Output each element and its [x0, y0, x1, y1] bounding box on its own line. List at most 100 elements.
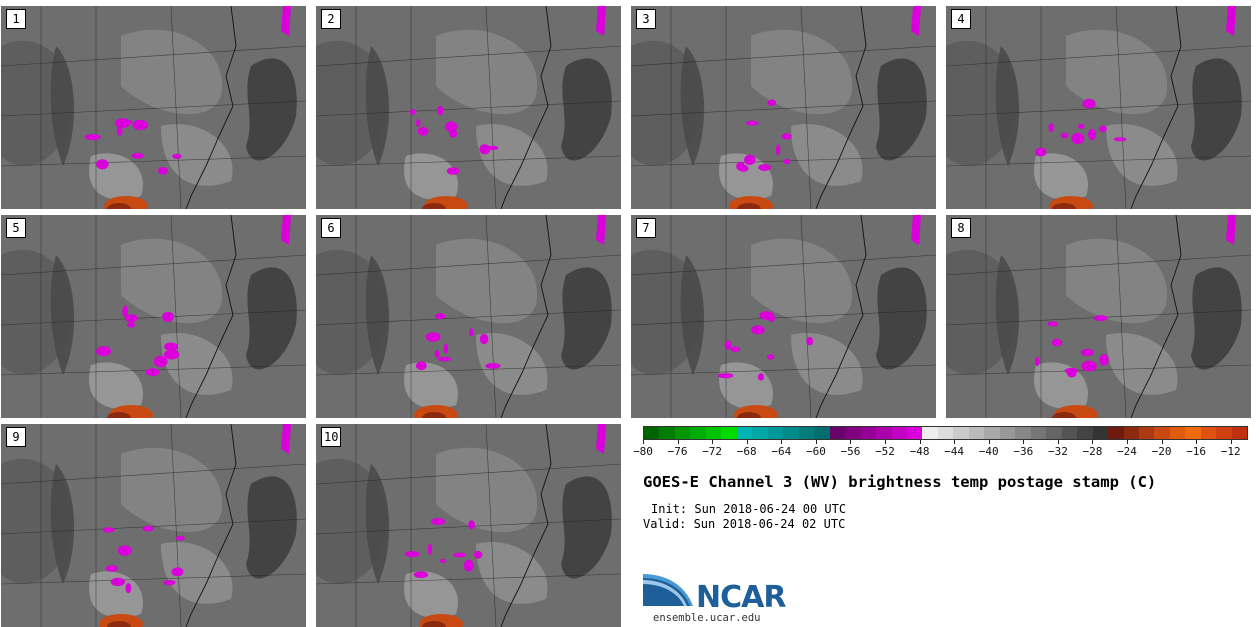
panel-number: 1 [6, 9, 26, 29]
wv-map [316, 6, 621, 209]
colorbar-swatch [721, 427, 737, 439]
colorbar-swatch [674, 427, 691, 439]
panel: 2 [316, 6, 621, 209]
colorbar-swatch [1185, 427, 1201, 439]
panel: 6 [316, 215, 621, 418]
panel: 7 [631, 215, 936, 418]
panel-number: 8 [951, 218, 971, 238]
wv-map [946, 215, 1251, 418]
panel-number: 6 [321, 218, 341, 238]
colorbar-swatch [1092, 427, 1109, 439]
colorbar-tick [643, 440, 644, 444]
colorbar-tick-label: −64 [771, 445, 792, 458]
wv-map [1, 6, 306, 209]
colorbar-swatch [876, 427, 892, 439]
wv-map [316, 215, 621, 418]
ncar-url: ensemble.ucar.edu [653, 612, 761, 624]
colorbar-tick [954, 440, 956, 444]
colorbar-swatch [891, 427, 907, 439]
colorbar-swatch [1015, 427, 1031, 439]
colorbar-tick [677, 440, 679, 444]
colorbar-swatch [690, 427, 706, 439]
panel-number: 3 [636, 9, 656, 29]
panel-number: 4 [951, 9, 971, 29]
panel: 5 [1, 215, 306, 418]
ncar-logo-text: NCAR [696, 580, 786, 615]
colorbar-swatch [937, 427, 954, 439]
ncar-logo-icon [643, 574, 693, 606]
colorbar-swatch [798, 427, 815, 439]
colorbar-swatch [1169, 427, 1186, 439]
wv-map [316, 424, 621, 627]
colorbar-tick [781, 440, 783, 444]
colorbar-swatch [659, 427, 675, 439]
colorbar-tick [988, 440, 990, 444]
colorbar-tick-label: −68 [736, 445, 757, 458]
colorbar-swatch [1231, 427, 1248, 439]
colorbar-swatch [984, 427, 1000, 439]
wv-map [631, 215, 936, 418]
colorbar-swatch [845, 427, 861, 439]
panel-number: 7 [636, 218, 656, 238]
colorbar-swatch [968, 427, 985, 439]
colorbar-swatch [860, 427, 877, 439]
panel: 1 [1, 6, 306, 209]
colorbar-tick [885, 440, 886, 444]
panel: 3 [631, 6, 936, 209]
colorbar-ticks: −80 −76 −72 −68 −64 −60 −56 −52 −48 −44 −40 −36 −32 −… [633, 440, 1248, 460]
colorbar-swatch [1200, 427, 1217, 439]
colorbar-tick [850, 440, 852, 444]
colorbar-tick-label: −20 [1151, 445, 1172, 458]
panel-number: 2 [321, 9, 341, 29]
colorbar-tick-label: −48 [909, 445, 930, 458]
colorbar-tick-label: −80 [633, 445, 653, 458]
valid-time: Valid: Sun 2018-06-24 02 UTC [643, 517, 846, 531]
colorbar-tick-label: −52 [875, 445, 895, 458]
colorbar-tick-label: −56 [840, 445, 861, 458]
wv-map [1, 424, 306, 627]
wv-map [631, 6, 936, 209]
colorbar-tick [1057, 440, 1059, 444]
wv-map [946, 6, 1251, 209]
colorbar-swatch [1123, 427, 1139, 439]
colorbar-tick [1230, 440, 1232, 444]
panel: 10 [316, 424, 621, 627]
colorbar-swatch [1030, 427, 1047, 439]
colorbar [643, 426, 1248, 440]
colorbar-tick-label: −60 [805, 445, 826, 458]
colorbar-tick-label: −32 [1047, 445, 1068, 458]
chart-title: GOES-E Channel 3 (WV) brightness temp po… [643, 473, 1157, 491]
colorbar-swatch [906, 427, 923, 439]
colorbar-swatch [1154, 427, 1170, 439]
colorbar-tick-label: −16 [1186, 445, 1207, 458]
colorbar-swatch [705, 427, 722, 439]
colorbar-tick-label: −36 [1013, 445, 1034, 458]
colorbar-swatch [752, 427, 768, 439]
colorbar-swatch [1061, 427, 1078, 439]
panel-number: 5 [6, 218, 26, 238]
colorbar-tick [1092, 440, 1094, 444]
colorbar-swatch [783, 427, 799, 439]
colorbar-swatch [736, 427, 753, 439]
colorbar-tick [1127, 440, 1128, 444]
colorbar-swatch [1108, 427, 1124, 439]
colorbar-tick-label: −12 [1220, 445, 1241, 458]
panel-number: 9 [6, 427, 26, 447]
colorbar-tick-label: −72 [702, 445, 723, 458]
colorbar-tick [746, 440, 748, 444]
colorbar-swatch [814, 427, 830, 439]
colorbar-tick [712, 440, 714, 444]
colorbar-tick-label: −44 [944, 445, 965, 458]
colorbar-swatch [1216, 427, 1232, 439]
colorbar-tick-label: −40 [978, 445, 999, 458]
colorbar-swatch [1046, 427, 1062, 439]
colorbar-swatch [829, 427, 846, 439]
wv-map [1, 215, 306, 418]
colorbar-swatch [1139, 427, 1155, 439]
colorbar-swatch [1077, 427, 1093, 439]
panel-number: 10 [321, 427, 342, 447]
colorbar-tick [919, 440, 921, 444]
colorbar-tick [1023, 440, 1025, 444]
colorbar-tick-label: −28 [1082, 445, 1103, 458]
init-time: Init: Sun 2018-06-24 00 UTC [651, 502, 847, 516]
